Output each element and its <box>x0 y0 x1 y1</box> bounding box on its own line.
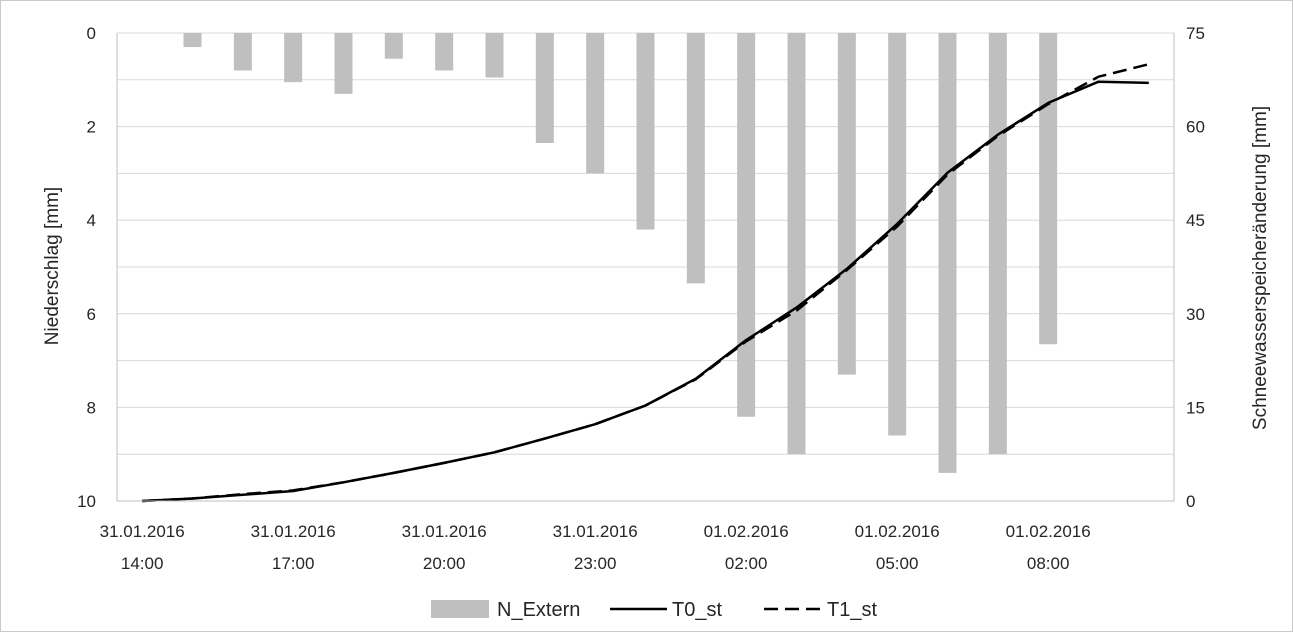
right-axis-tick-labels: 0 15 30 45 60 75 <box>1186 24 1205 511</box>
bar-n-extern <box>435 33 454 71</box>
legend-swatch-n-extern <box>431 600 489 618</box>
legend-label-t0-st: T0_st <box>672 599 722 621</box>
left-tick-label: 8 <box>87 398 96 417</box>
legend-label-n-extern: N_Extern <box>497 599 580 621</box>
right-tick-label: 30 <box>1186 305 1205 324</box>
legend: N_Extern T0_st T1_st <box>431 599 877 621</box>
bar-n-extern <box>586 33 605 174</box>
x-tick-label-time: 08:00 <box>1027 554 1070 573</box>
x-tick-label-time: 23:00 <box>574 554 617 573</box>
x-tick-label-date: 31.01.2016 <box>553 522 638 541</box>
bar-n-extern <box>334 33 353 94</box>
x-tick-label-date: 01.02.2016 <box>704 522 789 541</box>
right-tick-label: 60 <box>1186 118 1205 137</box>
bar-n-extern <box>837 33 856 375</box>
x-tick-label-date: 31.01.2016 <box>402 522 487 541</box>
bar-n-extern <box>384 33 403 59</box>
bar-n-extern <box>737 33 756 417</box>
bar-n-extern <box>988 33 1007 455</box>
right-tick-label: 75 <box>1186 24 1205 43</box>
x-tick-label-date: 31.01.2016 <box>100 522 185 541</box>
bar-n-extern <box>1039 33 1058 345</box>
x-tick-label-time: 17:00 <box>272 554 315 573</box>
left-tick-label: 10 <box>77 492 96 511</box>
bar-n-extern <box>938 33 957 473</box>
right-axis-title: Schneewasserspeicheränderung [mm] <box>1250 106 1271 430</box>
bar-n-extern <box>233 33 252 71</box>
left-axis-tick-labels: 0 2 4 6 8 10 <box>77 24 96 511</box>
bar-n-extern <box>686 33 705 284</box>
legend-label-t1-st: T1_st <box>827 599 877 621</box>
right-tick-label: 45 <box>1186 211 1205 230</box>
bar-n-extern <box>183 33 202 48</box>
axes <box>116 33 1175 502</box>
x-tick-label-date: 01.02.2016 <box>855 522 940 541</box>
line-t1-st <box>142 62 1150 503</box>
left-tick-label: 6 <box>87 305 96 324</box>
x-axis-tick-labels: 31.01.2016 14:00 31.01.2016 17:00 31.01.2016… <box>100 522 1091 573</box>
bar-n-extern <box>787 33 806 455</box>
x-tick-label-time: 14:00 <box>121 554 164 573</box>
x-tick-label-date: 31.01.2016 <box>251 522 336 541</box>
bar-n-extern <box>636 33 655 230</box>
bar-series-n-extern <box>183 33 1058 473</box>
bar-n-extern <box>535 33 554 143</box>
right-tick-label: 15 <box>1186 398 1205 417</box>
left-axis-title: Niederschlag [mm] <box>42 187 63 345</box>
line-series-group <box>142 62 1150 503</box>
bar-n-extern <box>284 33 303 83</box>
left-tick-label: 2 <box>87 118 96 137</box>
bar-n-extern <box>485 33 504 78</box>
x-tick-label-time: 20:00 <box>423 554 466 573</box>
x-tick-label-date: 01.02.2016 <box>1006 522 1091 541</box>
left-tick-label: 4 <box>87 211 96 230</box>
right-tick-label: 0 <box>1186 492 1195 511</box>
x-tick-label-time: 05:00 <box>876 554 919 573</box>
left-tick-label: 0 <box>87 24 96 43</box>
x-tick-label-time: 02:00 <box>725 554 768 573</box>
bar-n-extern <box>888 33 907 436</box>
